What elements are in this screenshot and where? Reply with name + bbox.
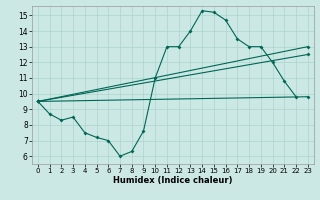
- X-axis label: Humidex (Indice chaleur): Humidex (Indice chaleur): [113, 176, 233, 185]
